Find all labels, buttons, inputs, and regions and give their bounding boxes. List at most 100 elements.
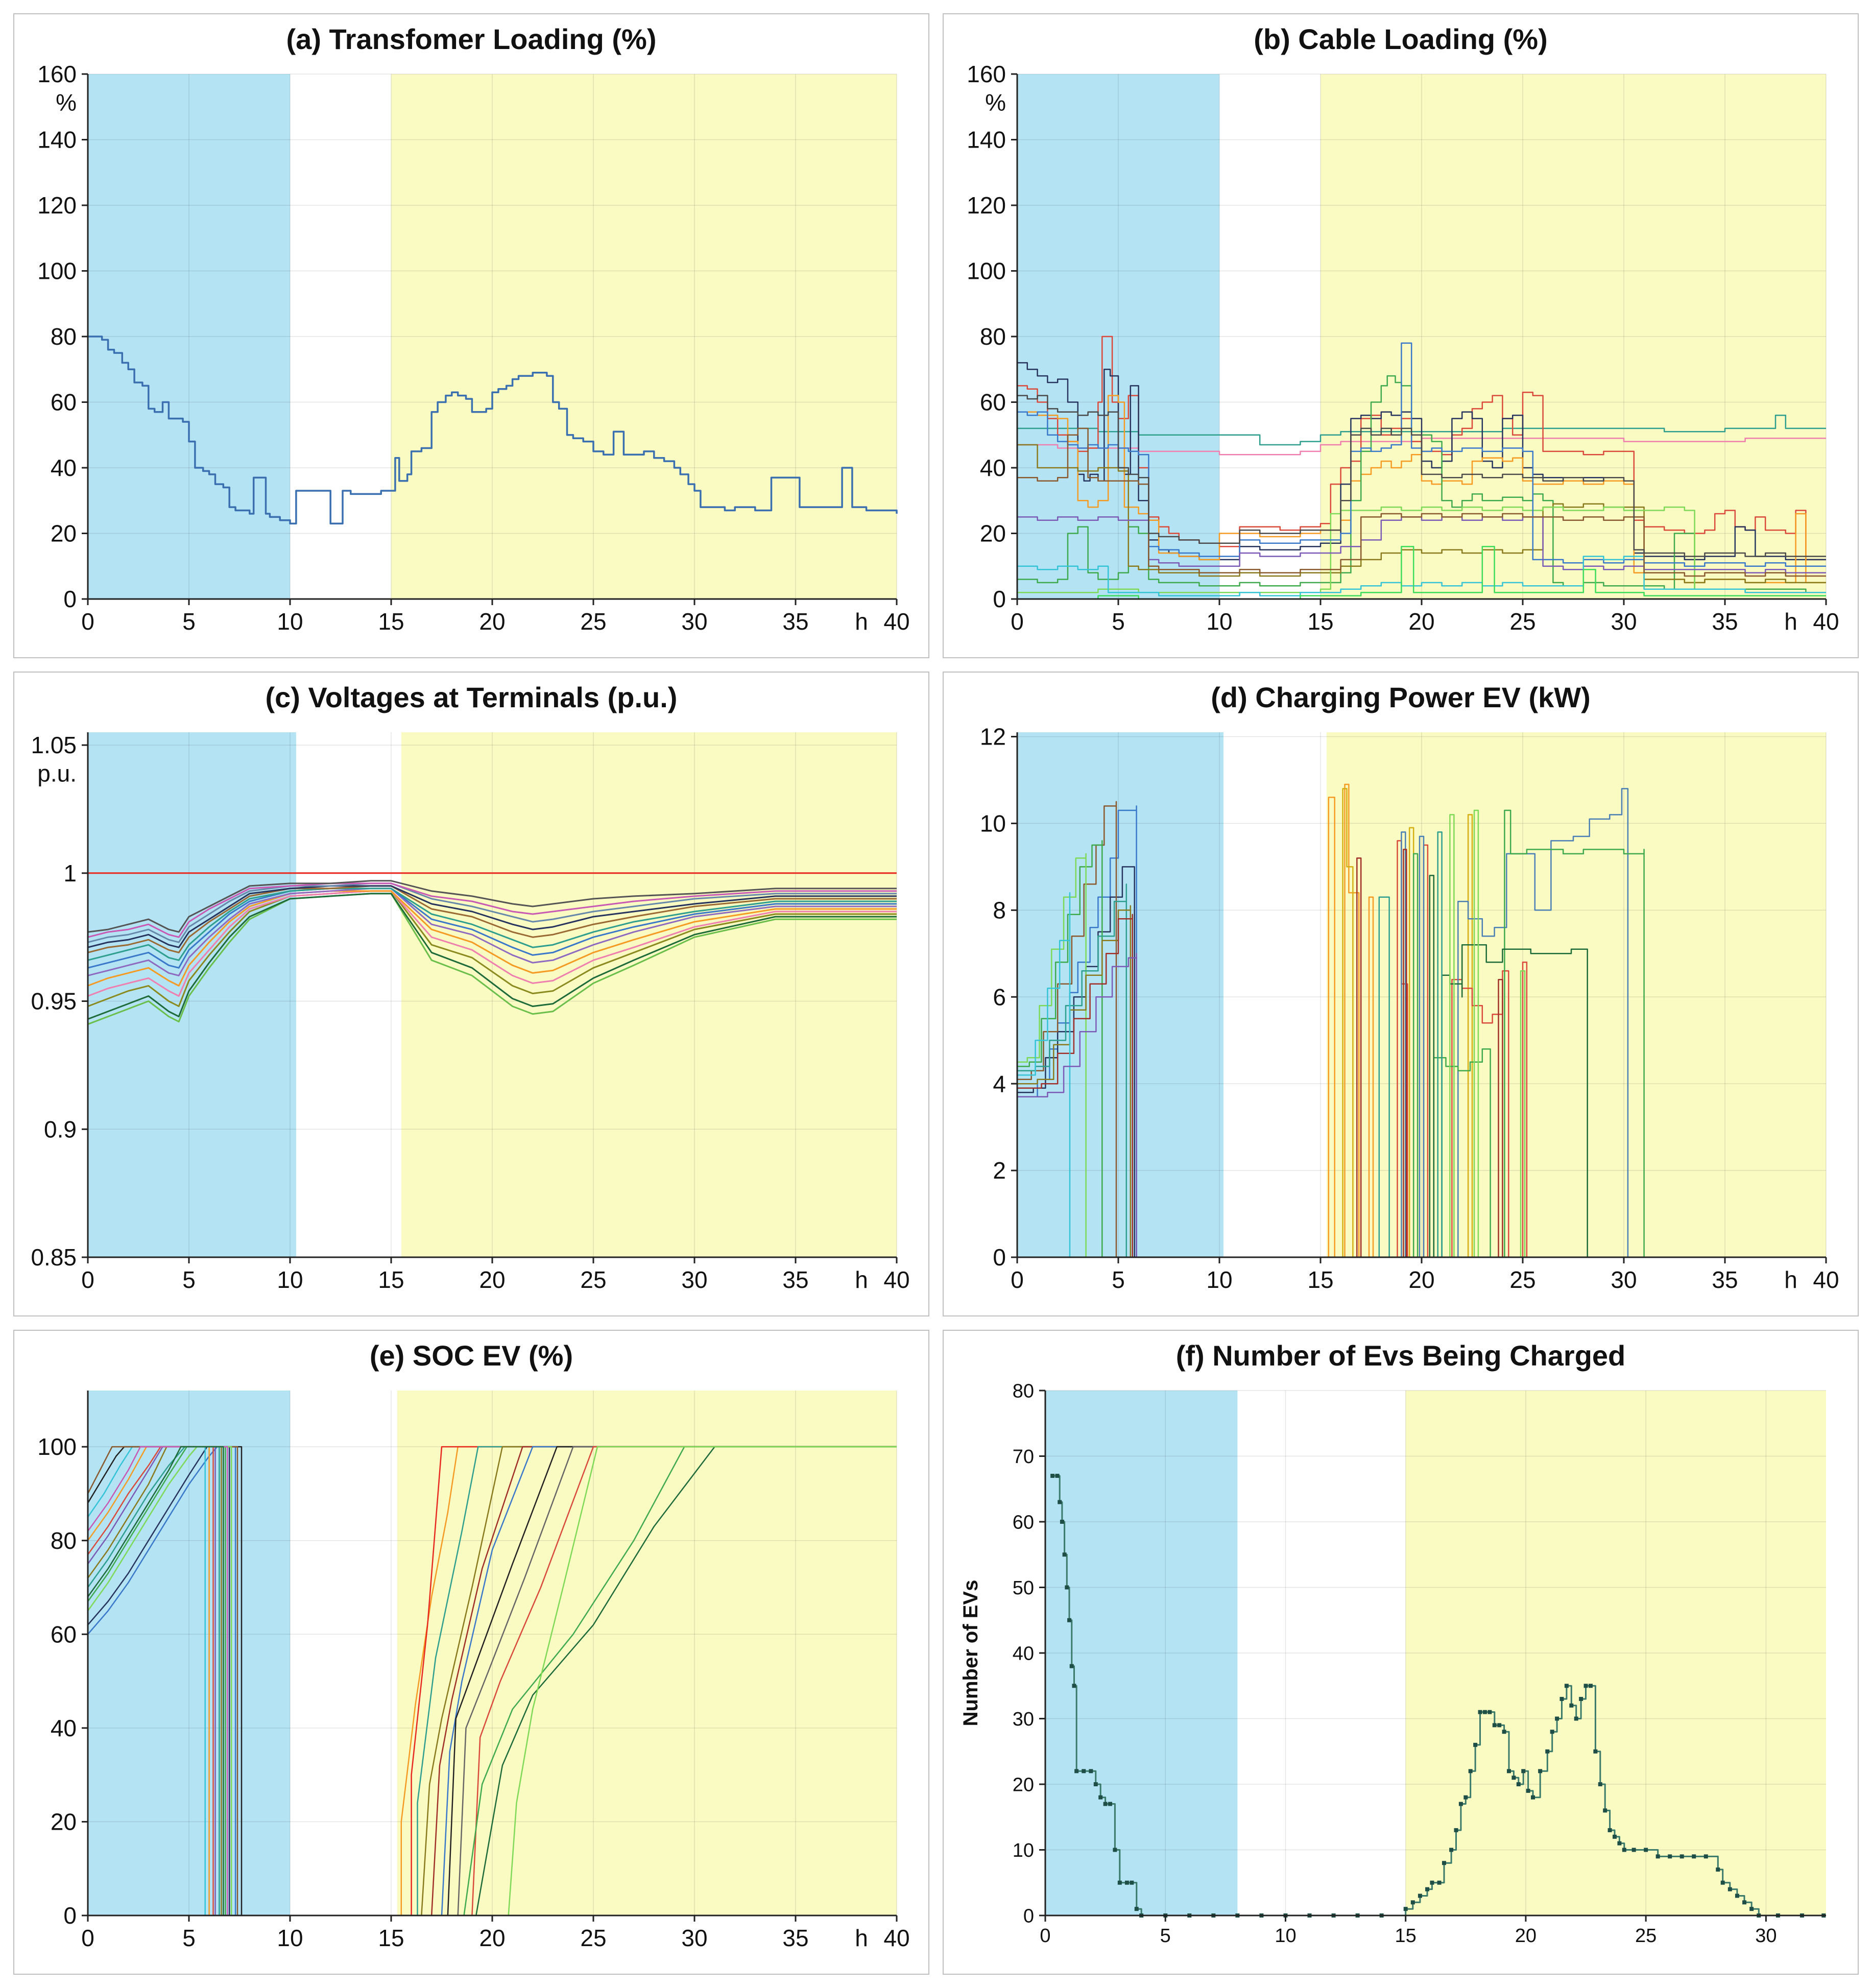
svg-text:12: 12 [980, 724, 1006, 750]
svg-text:35: 35 [782, 1925, 808, 1951]
svg-text:1.05: 1.05 [31, 732, 77, 758]
svg-text:40: 40 [1813, 608, 1839, 635]
svg-text:30: 30 [1611, 1266, 1637, 1293]
svg-text:h: h [855, 1266, 868, 1293]
svg-text:35: 35 [782, 608, 808, 635]
evs-being-charged-chart: 0 5 10 15 20 25 30 0 10 20 30 40 50 60 70 80 Number of E… [959, 1380, 1826, 1947]
svg-text:80: 80 [51, 1527, 77, 1554]
svg-text:h: h [855, 1925, 868, 1951]
svg-text:0: 0 [81, 1925, 94, 1951]
svg-text:0: 0 [1040, 1925, 1050, 1947]
svg-text:h: h [855, 608, 868, 635]
svg-text:120: 120 [37, 192, 77, 219]
svg-text:0: 0 [1011, 1266, 1024, 1293]
svg-text:120: 120 [967, 192, 1006, 219]
svg-text:40: 40 [51, 1715, 77, 1741]
panel-charging-power: (d) Charging Power EV (kW) 0 5 10 15 20 25 30 3… [943, 672, 1859, 1316]
svg-text:20: 20 [51, 1809, 77, 1835]
svg-text:20: 20 [479, 1925, 505, 1951]
svg-text:%: % [985, 89, 1006, 115]
svg-text:0: 0 [63, 586, 77, 612]
charging-power-chart: 0 5 10 15 20 25 30 35 40 0 2 4 6 8 10 12 h [980, 724, 1839, 1293]
svg-text:25: 25 [1635, 1925, 1657, 1947]
svg-text:0.85: 0.85 [31, 1244, 77, 1271]
svg-text:0: 0 [993, 586, 1006, 612]
svg-text:15: 15 [1395, 1925, 1417, 1947]
svg-text:25: 25 [580, 1266, 606, 1293]
svg-text:40: 40 [980, 454, 1006, 481]
svg-text:20: 20 [1408, 608, 1434, 635]
svg-text:20: 20 [479, 1266, 505, 1293]
svg-text:0.9: 0.9 [44, 1116, 77, 1142]
svg-text:40: 40 [883, 1925, 909, 1951]
svg-text:140: 140 [967, 127, 1006, 153]
svg-text:40: 40 [883, 1266, 909, 1293]
svg-text:10: 10 [1013, 1840, 1034, 1861]
svg-text:80: 80 [1013, 1380, 1034, 1402]
svg-text:10: 10 [1206, 608, 1232, 635]
svg-text:40: 40 [1813, 1266, 1839, 1293]
svg-text:35: 35 [1712, 1266, 1738, 1293]
svg-text:25: 25 [580, 608, 606, 635]
svg-text:35: 35 [782, 1266, 808, 1293]
svg-text:50: 50 [1013, 1577, 1034, 1599]
svg-text:20: 20 [479, 608, 505, 635]
svg-text:25: 25 [1509, 608, 1535, 635]
svg-text:100: 100 [967, 258, 1006, 284]
panel-evs-being-charged: (f) Number of Evs Being Charged 0 5 10 15 20… [943, 1330, 1859, 1975]
svg-text:160: 160 [967, 61, 1006, 87]
svg-text:5: 5 [182, 1925, 196, 1951]
cable-loading-chart: 0 5 10 15 20 25 30 35 40 0 20 40 60 80 100 120 140 160% h [967, 61, 1839, 635]
panel-transformer-loading: (a) Transfomer Loading (%) 0 5 10 15 20 25 30 3… [13, 13, 929, 658]
svg-text:30: 30 [1611, 608, 1637, 635]
svg-text:10: 10 [277, 608, 303, 635]
svg-text:40: 40 [51, 454, 77, 481]
svg-text:5: 5 [1112, 1266, 1125, 1293]
svg-text:0: 0 [993, 1244, 1006, 1271]
transformer-loading-chart: 0 5 10 15 20 25 30 35 40 0 20 40 60 80 100 120 140 160% h [37, 61, 909, 635]
svg-text:25: 25 [580, 1925, 606, 1951]
svg-text:60: 60 [1013, 1512, 1034, 1533]
svg-text:Number of EVs: Number of EVs [959, 1580, 982, 1727]
svg-text:h: h [1784, 608, 1797, 635]
svg-text:20: 20 [980, 520, 1006, 547]
svg-text:0: 0 [1011, 608, 1024, 635]
chart-title-c: (c) Voltages at Terminals (p.u.) [265, 681, 678, 713]
svg-text:80: 80 [51, 323, 77, 350]
panel-terminal-voltages: (c) Voltages at Terminals (p.u.) 0 5 10 15 2… [13, 672, 929, 1316]
svg-text:70: 70 [1013, 1446, 1034, 1468]
svg-text:60: 60 [51, 1621, 77, 1647]
svg-text:5: 5 [1160, 1925, 1171, 1947]
svg-text:5: 5 [182, 1266, 196, 1293]
svg-text:20: 20 [1013, 1774, 1034, 1795]
svg-text:15: 15 [1307, 1266, 1333, 1293]
svg-text:30: 30 [1013, 1709, 1034, 1730]
svg-text:8: 8 [993, 897, 1006, 923]
svg-text:h: h [1784, 1266, 1797, 1293]
svg-text:0: 0 [81, 1266, 94, 1293]
svg-text:10: 10 [1206, 1266, 1232, 1293]
svg-text:15: 15 [1307, 608, 1333, 635]
svg-text:15: 15 [378, 1266, 404, 1293]
svg-text:100: 100 [37, 258, 77, 284]
chart-title-b: (b) Cable Loading (%) [1254, 23, 1548, 55]
svg-text:10: 10 [277, 1925, 303, 1951]
svg-text:30: 30 [681, 1266, 707, 1293]
svg-text:p.u.: p.u. [37, 760, 77, 786]
svg-text:20: 20 [1515, 1925, 1537, 1947]
svg-text:20: 20 [1408, 1266, 1434, 1293]
svg-text:40: 40 [883, 608, 909, 635]
svg-text:10: 10 [1275, 1925, 1296, 1947]
panel-soc-ev: (e) SOC EV (%) 0 5 10 15 20 25 30 35 40 0 20 40 60 80… [13, 1330, 929, 1975]
svg-text:2: 2 [993, 1157, 1006, 1184]
svg-text:30: 30 [681, 1925, 707, 1951]
svg-text:60: 60 [51, 389, 77, 416]
svg-text:0: 0 [63, 1902, 77, 1929]
svg-text:1: 1 [63, 860, 77, 887]
svg-text:15: 15 [378, 608, 404, 635]
svg-text:25: 25 [1509, 1266, 1535, 1293]
svg-text:%: % [56, 89, 77, 115]
svg-text:20: 20 [51, 520, 77, 547]
svg-text:10: 10 [277, 1266, 303, 1293]
